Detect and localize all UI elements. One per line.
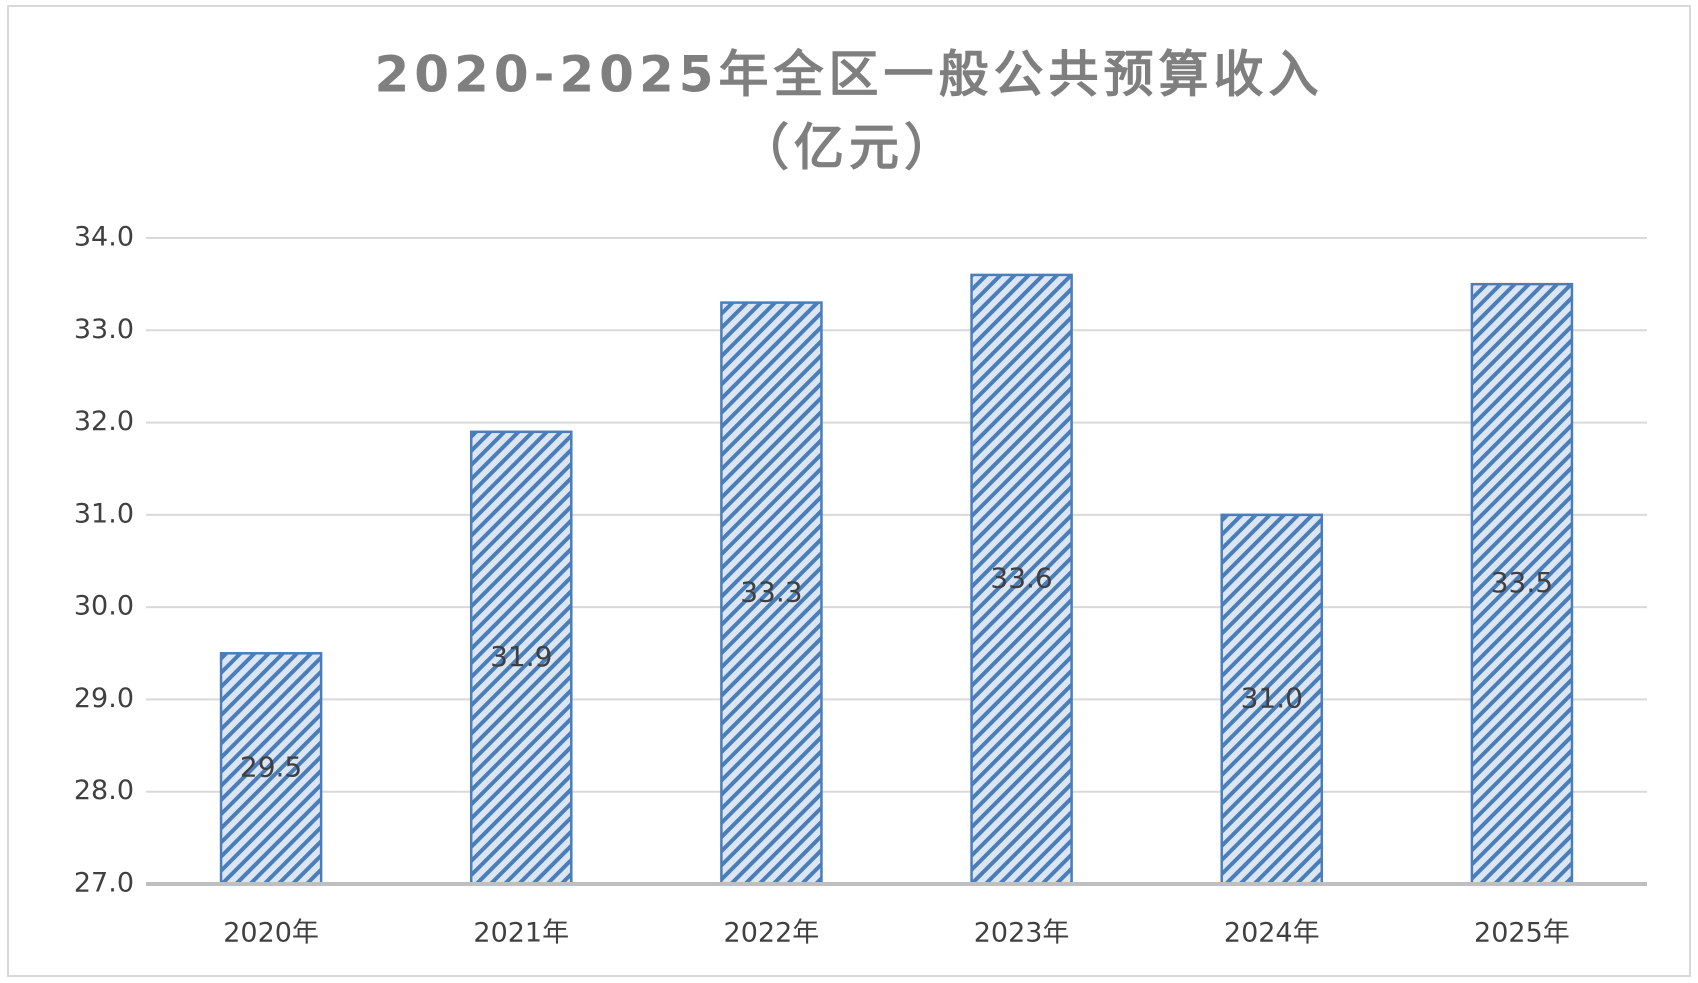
value-label: 31.9 (490, 640, 552, 673)
bar (1470, 282, 1574, 886)
value-label: 31.0 (1241, 681, 1303, 714)
y-tick-label: 34.0 (74, 222, 134, 253)
bar (469, 430, 573, 886)
value-label: 29.5 (240, 751, 302, 784)
x-tick-label: 2020年 (223, 918, 319, 949)
y-tick-label: 29.0 (74, 683, 134, 714)
x-tick-label: 2024年 (1224, 918, 1320, 949)
y-tick-label: 32.0 (74, 406, 134, 437)
value-label: 33.3 (740, 575, 802, 608)
y-tick-label: 33.0 (74, 314, 134, 345)
value-label: 33.5 (1491, 566, 1553, 599)
bar (1220, 513, 1324, 886)
chart-subtitle: （亿元） (739, 119, 959, 177)
x-tick-label: 2023年 (974, 918, 1070, 949)
x-tick-label: 2025年 (1474, 918, 1570, 949)
bar (970, 273, 1073, 886)
value-label: 33.6 (990, 561, 1052, 594)
y-tick-label: 30.0 (74, 591, 134, 622)
x-tick-label: 2022年 (724, 918, 820, 949)
y-tick-label: 28.0 (74, 775, 134, 806)
y-tick-label: 27.0 (74, 868, 134, 899)
chart-title: 2020-2025年全区一般公共预算收入 (374, 46, 1323, 104)
y-tick-label: 31.0 (74, 498, 134, 529)
bar (720, 301, 823, 886)
x-tick-label: 2021年 (473, 918, 569, 949)
